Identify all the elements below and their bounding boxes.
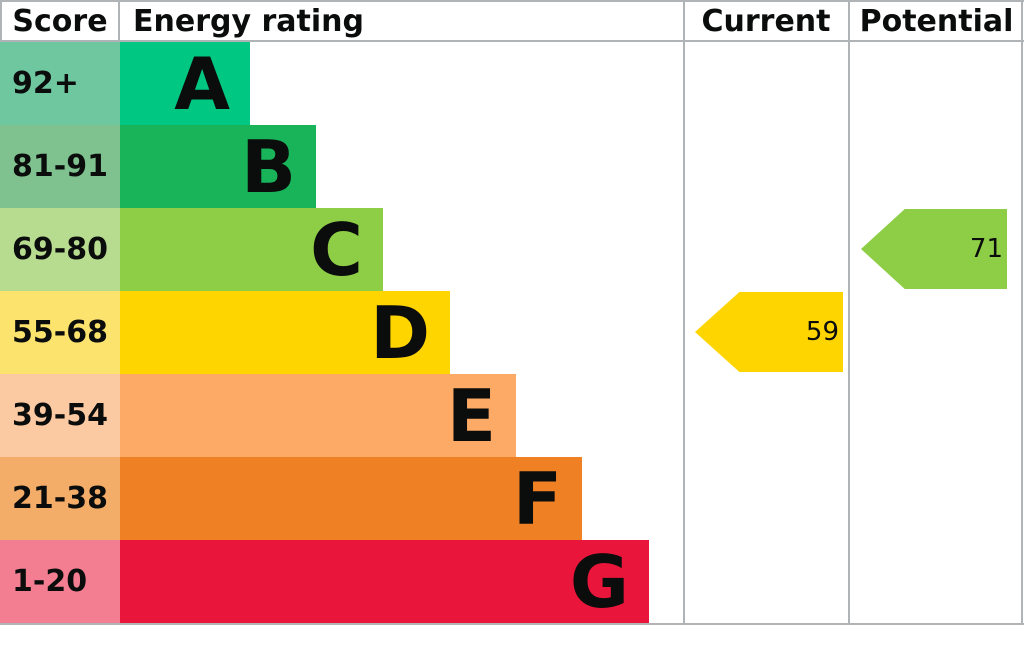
band-c-letter: C (310, 207, 363, 292)
current-rating-value: 59 (805, 317, 839, 347)
band-row-e: 39-54 E (0, 374, 649, 457)
table-bottom-border (0, 623, 1024, 625)
band-row-c: 69-80 C (0, 208, 649, 291)
band-a-bar: A (120, 42, 250, 125)
band-b-score-range: 81-91 (0, 125, 120, 208)
current-column-header: Current (701, 3, 831, 39)
band-g-bar: G (120, 540, 649, 623)
band-a-score-range: 92+ (0, 42, 120, 125)
band-e-score-range: 39-54 (0, 374, 120, 457)
table-left-border (0, 0, 2, 42)
potential-column-divider (848, 0, 850, 625)
score-column-header: Score (12, 3, 108, 39)
band-row-g: 1-20 G (0, 540, 649, 623)
band-g-score-range: 1-20 (0, 540, 120, 623)
potential-rating-value: 71 (969, 234, 1003, 264)
band-f-score-range: 21-38 (0, 457, 120, 540)
potential-rating-arrow: 71 (861, 209, 1007, 289)
band-row-f: 21-38 F (0, 457, 649, 540)
band-d-letter: D (370, 290, 430, 375)
band-b-letter: B (241, 124, 296, 209)
potential-column-header: Potential (859, 3, 1014, 39)
table-right-border (1021, 0, 1023, 625)
band-c-score-range: 69-80 (0, 208, 120, 291)
band-b-bar: B (120, 125, 316, 208)
band-row-b: 81-91 B (0, 125, 649, 208)
band-g-letter: G (569, 539, 629, 624)
band-row-a: 92+ A (0, 42, 649, 125)
band-c-bar: C (120, 208, 383, 291)
current-column-divider (683, 0, 685, 625)
band-f-bar: F (120, 457, 582, 540)
band-a-letter: A (174, 41, 230, 126)
band-row-d: 55-68 D (0, 291, 649, 374)
band-e-letter: E (446, 373, 496, 458)
band-f-letter: F (512, 456, 562, 541)
current-rating-arrow: 59 (695, 292, 843, 372)
band-d-bar: D (120, 291, 450, 374)
band-rows: 92+ A 81-91 B 69-80 C 55-68 D 39-54 E 21… (0, 42, 649, 623)
band-d-score-range: 55-68 (0, 291, 120, 374)
table-header-row: Score Energy rating Current Potential (0, 0, 1024, 42)
energy-rating-column-header: Energy rating (133, 3, 364, 39)
score-column-divider (118, 0, 120, 42)
band-e-bar: E (120, 374, 516, 457)
